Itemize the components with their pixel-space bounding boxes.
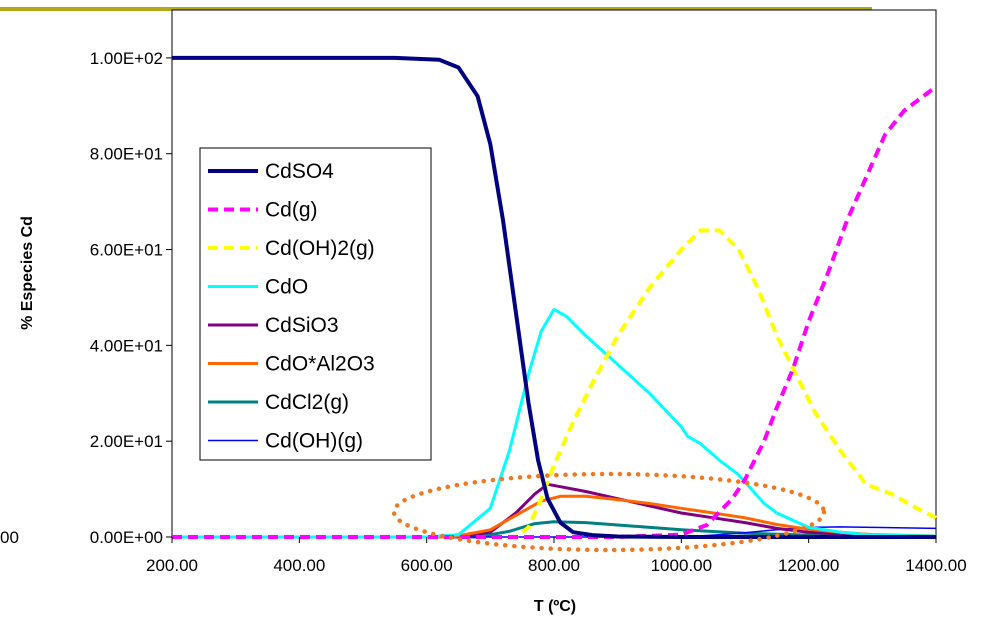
legend-box bbox=[199, 147, 432, 461]
y-tick-label: 1.00E+02 bbox=[90, 49, 163, 68]
x-axis-title: T (ºC) bbox=[534, 598, 576, 615]
legend: CdSO4 Cd(g) Cd(OH)2(g) CdO CdSiO3 CdO*Al2O3 Cd… bbox=[199, 147, 432, 461]
y-tick-label: 4.00E+01 bbox=[90, 336, 163, 355]
x-tick-label: 400.00 bbox=[273, 556, 325, 575]
highlight-ellipse bbox=[391, 471, 827, 553]
y-tick-label: 8.00E+01 bbox=[90, 145, 163, 164]
legend-label-cdo-al2o3: CdO*Al2O3 bbox=[265, 353, 375, 376]
legend-label-cd-g: Cd(g) bbox=[265, 199, 318, 222]
series-layer bbox=[172, 55, 938, 539]
y-tick-label: 0.00E+00 bbox=[90, 528, 163, 547]
series-line-cd-oh-2-g bbox=[172, 228, 937, 539]
series-line-cdo bbox=[172, 307, 937, 539]
clipped-left-label: 00 bbox=[0, 528, 19, 547]
legend-label-cdso4: CdSO4 bbox=[265, 160, 334, 183]
series-line-cdso4 bbox=[172, 55, 936, 539]
legend-label-cdsio3: CdSiO3 bbox=[265, 314, 339, 337]
x-tick-label: 1000.00 bbox=[651, 556, 712, 575]
axes-layer: 0.00E+00 2.00E+01 4.00E+01 6.00E+01 8.00E+01… bbox=[90, 49, 967, 575]
x-tick-label: 200.00 bbox=[146, 556, 198, 575]
y-tick-label: 6.00E+01 bbox=[90, 241, 163, 260]
y-tick-label: 2.00E+01 bbox=[90, 432, 163, 451]
x-tick-label: 800.00 bbox=[528, 556, 580, 575]
series-line-cd-g bbox=[172, 85, 938, 539]
x-tick-label: 600.00 bbox=[401, 556, 453, 575]
legend-label-cdcl2-g: CdCl2(g) bbox=[265, 391, 349, 414]
y-axis-title: % Especies Cd bbox=[19, 216, 36, 330]
legend-items: CdSO4 Cd(g) Cd(OH)2(g) CdO CdSiO3 CdO*Al2O3 Cd… bbox=[208, 160, 375, 453]
legend-label-cd-oh-2-g: Cd(OH)2(g) bbox=[265, 237, 375, 260]
legend-label-cd-oh-g: Cd(OH)(g) bbox=[265, 430, 363, 453]
x-tick-label: 1200.00 bbox=[778, 556, 839, 575]
legend-label-cdo: CdO bbox=[265, 276, 308, 299]
x-tick-label: 1400.00 bbox=[905, 556, 966, 575]
